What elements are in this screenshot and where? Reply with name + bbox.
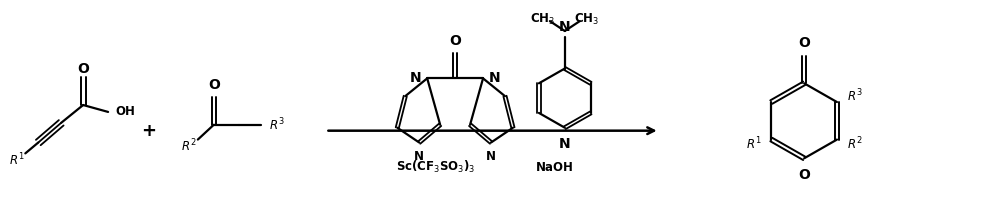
Text: +: +: [141, 122, 156, 140]
Text: O: O: [798, 36, 810, 50]
Text: $R^1$: $R^1$: [9, 152, 24, 168]
Text: CH$_3$: CH$_3$: [574, 12, 599, 27]
Text: $R^2$: $R^2$: [181, 138, 197, 155]
Text: O: O: [77, 62, 89, 75]
Text: CH$_3$: CH$_3$: [530, 12, 555, 27]
Text: $R^1$: $R^1$: [746, 135, 761, 152]
Text: O: O: [798, 168, 810, 182]
Text: Sc(CF$_3$SO$_3$)$_3$: Sc(CF$_3$SO$_3$)$_3$: [396, 159, 475, 175]
Text: N: N: [559, 20, 571, 34]
Text: N: N: [486, 150, 496, 163]
Text: O: O: [208, 78, 220, 92]
Text: N: N: [559, 137, 571, 151]
Text: N: N: [414, 150, 424, 163]
Text: OH: OH: [115, 105, 135, 118]
Text: $R^3$: $R^3$: [847, 88, 862, 104]
Text: N: N: [489, 71, 501, 85]
Text: N: N: [410, 71, 421, 85]
Text: O: O: [449, 34, 461, 48]
Text: NaOH: NaOH: [536, 161, 574, 174]
Text: $R^2$: $R^2$: [847, 135, 862, 152]
Text: $R^3$: $R^3$: [269, 117, 284, 133]
